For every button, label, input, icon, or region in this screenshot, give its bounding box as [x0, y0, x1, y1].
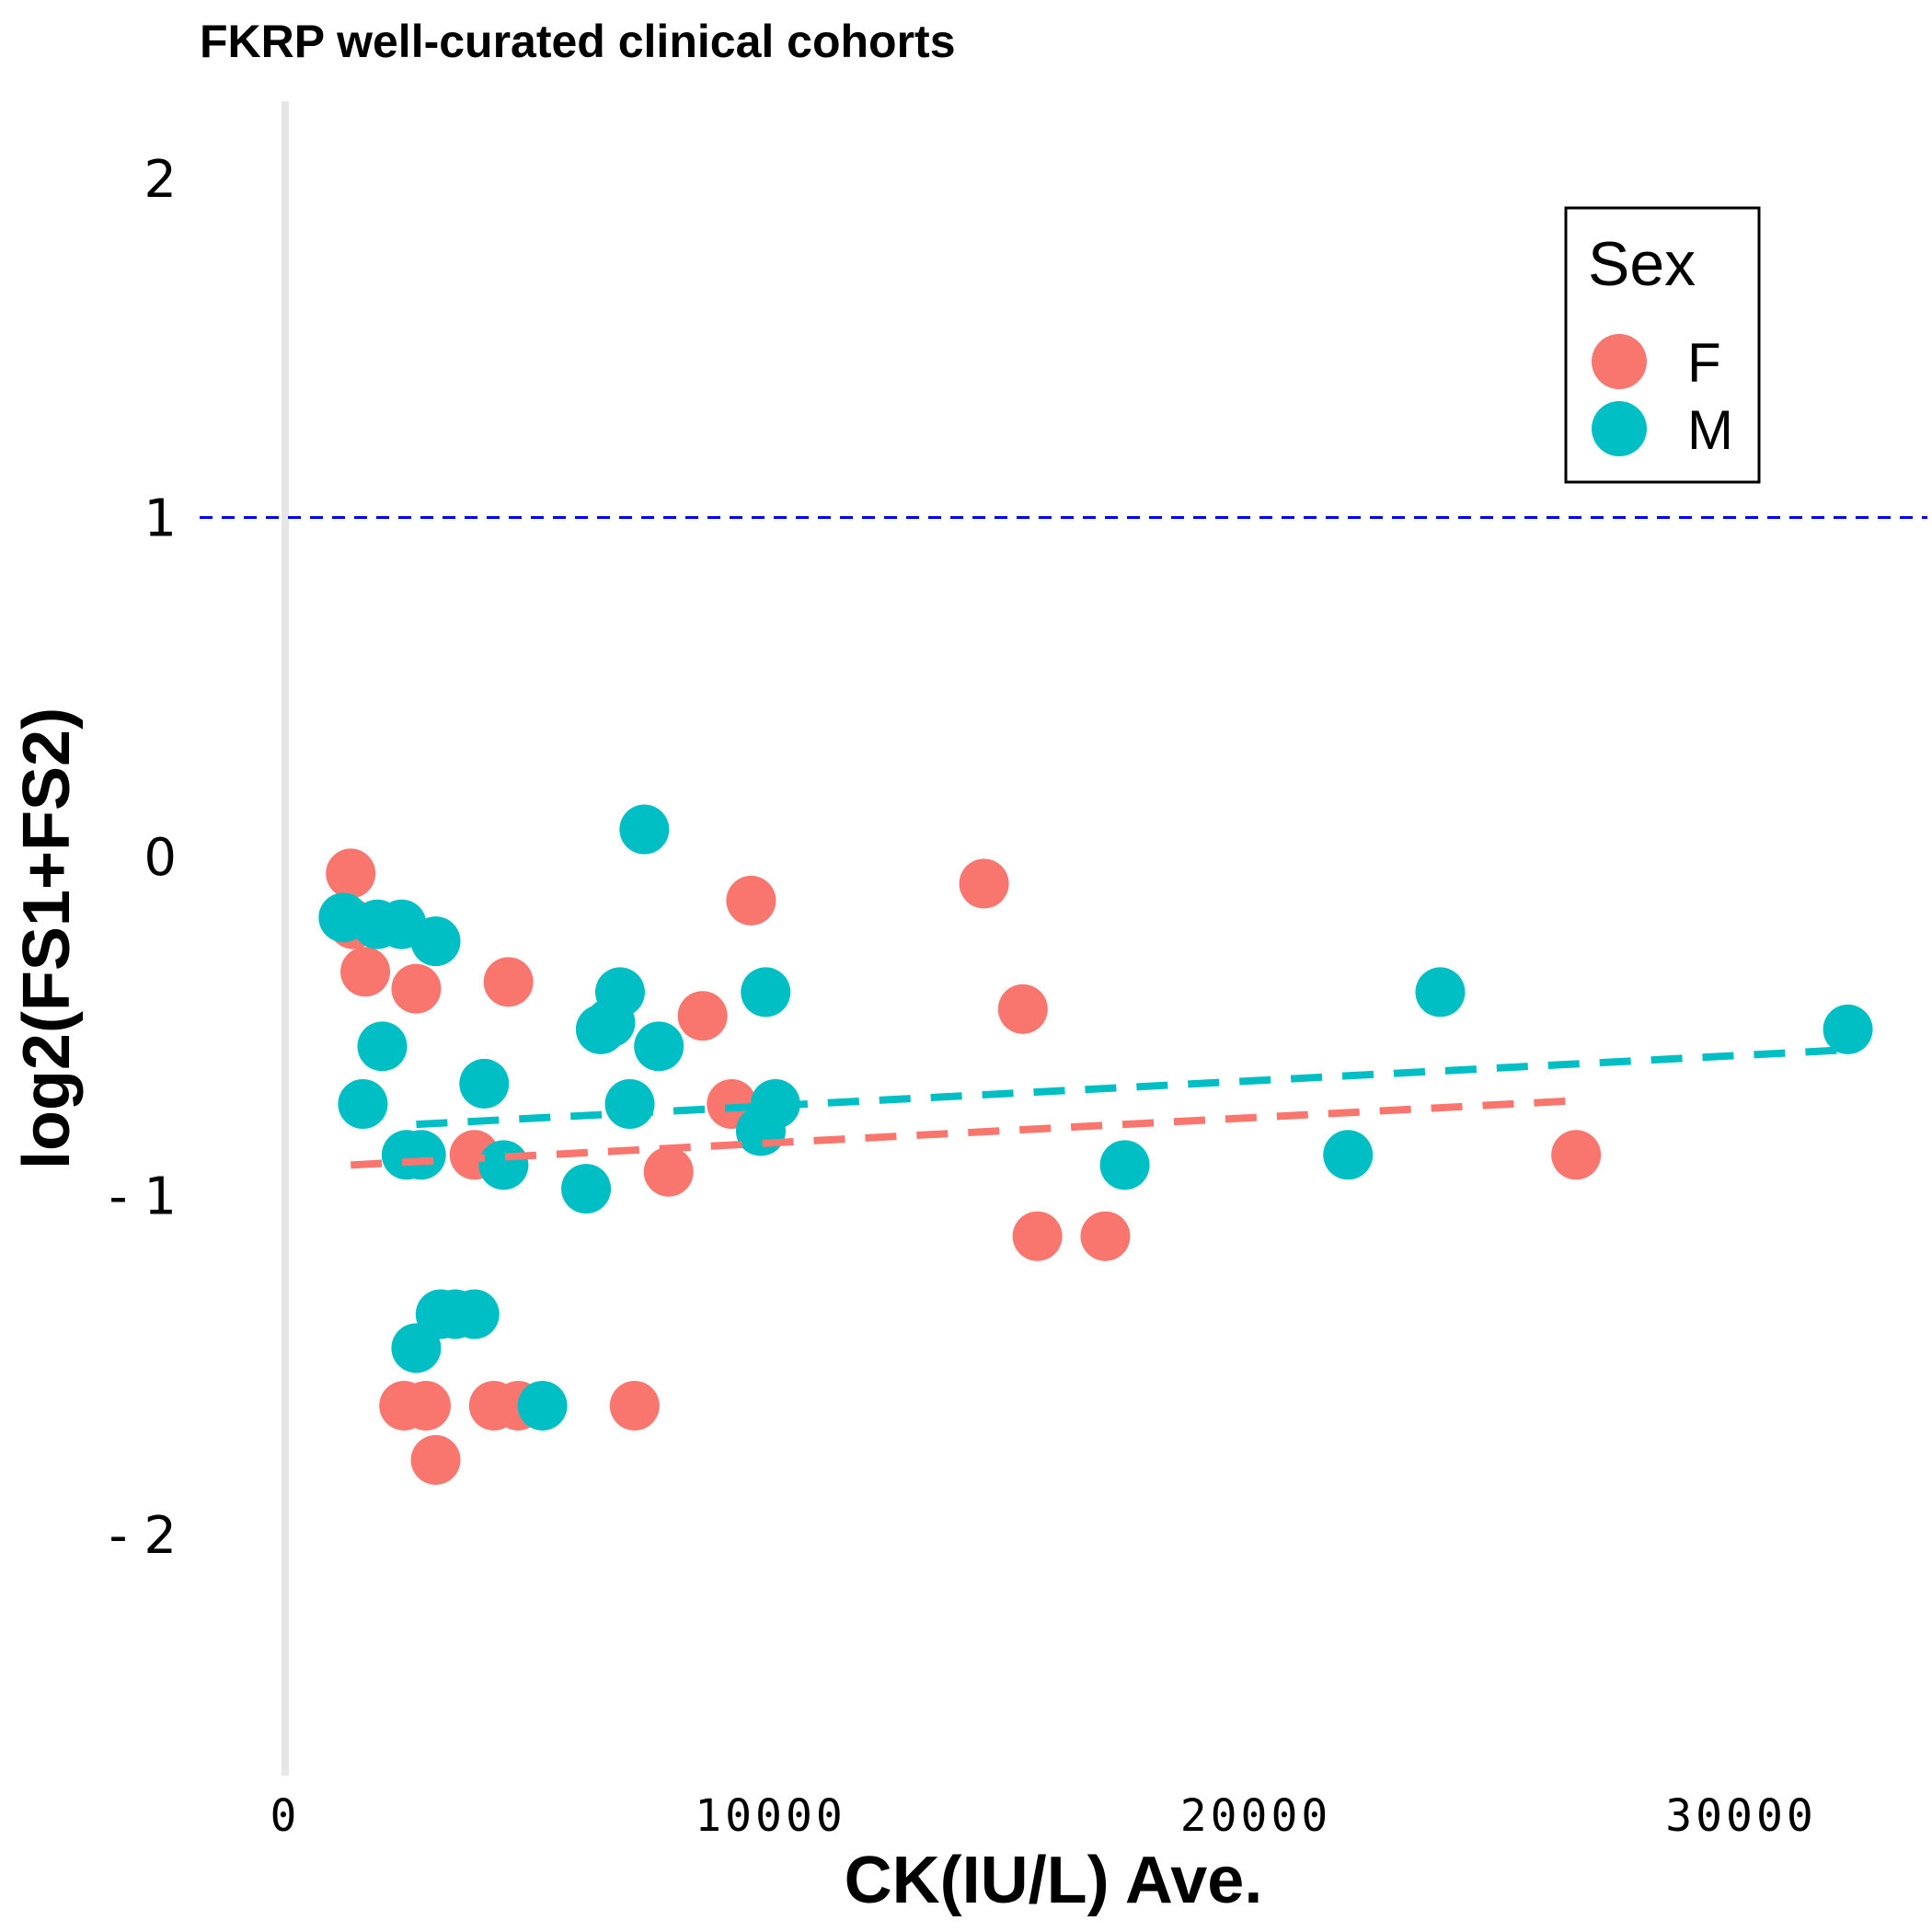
chart-title: FKRP well-curated clinical cohorts [200, 16, 956, 67]
data-point-m [396, 1130, 446, 1180]
data-point-f [609, 1380, 660, 1431]
x-tick-label: 0 [270, 1790, 301, 1842]
data-point-f [400, 1380, 451, 1431]
data-point-m [517, 1380, 568, 1431]
data-point-f [1012, 1211, 1063, 1261]
data-point-f [483, 957, 534, 1007]
data-point-m [741, 967, 791, 1018]
data-point-m [561, 1164, 612, 1214]
data-point-m [1823, 1004, 1873, 1054]
legend-key-f [1592, 334, 1647, 389]
x-tick-labels: 0 10000 20000 30000 [270, 1790, 1817, 1842]
y-tick-labels: 2 1 0 - 1 - 2 [109, 150, 177, 1566]
data-point-f [410, 1434, 461, 1485]
data-point-f [643, 1146, 694, 1197]
legend-label-m: M [1687, 399, 1733, 461]
y-tick-label: 1 [144, 489, 177, 549]
data-point-f [959, 858, 1009, 909]
x-tick-label: 20000 [1180, 1790, 1332, 1842]
y-tick-label: 2 [144, 150, 177, 210]
data-point-m [449, 1289, 500, 1340]
data-point-m [750, 1079, 800, 1130]
data-point-m [1099, 1140, 1150, 1190]
data-point-m [410, 916, 461, 967]
data-point-m [338, 1079, 388, 1130]
x-axis-title: CK(IU/L) Ave. [845, 1844, 1263, 1917]
legend: Sex F M [1564, 206, 1761, 484]
data-point-f [677, 991, 728, 1041]
data-point-m [1415, 967, 1466, 1018]
x-tick-label: 30000 [1665, 1790, 1817, 1842]
trend-line-m [416, 1046, 1848, 1129]
y-axis-title: log2(FS1+FS2) [10, 707, 84, 1169]
data-point-m [357, 1021, 408, 1072]
x-tick-label: 10000 [695, 1790, 846, 1842]
data-points [318, 804, 1873, 1485]
data-point-m [459, 1058, 510, 1109]
legend-title: Sex [1588, 229, 1696, 299]
data-point-m [478, 1140, 529, 1190]
data-point-m [604, 1079, 655, 1130]
legend-key-m [1592, 401, 1647, 456]
legend-label-f: F [1687, 332, 1721, 394]
trend-lines [351, 1046, 1848, 1169]
y-tick-label: 0 [144, 828, 177, 888]
data-point-f [726, 875, 776, 926]
trend-line-f [351, 1097, 1577, 1169]
data-point-f [340, 947, 391, 997]
y-tick-label: - 2 [109, 1506, 177, 1566]
data-point-m [634, 1021, 684, 1072]
data-point-f [391, 963, 442, 1014]
data-point-f [1080, 1211, 1131, 1261]
y-tick-label: - 1 [109, 1167, 177, 1227]
data-point-m [1323, 1130, 1374, 1180]
data-point-f [1551, 1130, 1602, 1180]
data-point-f [326, 848, 376, 899]
data-point-m [594, 967, 645, 1018]
data-point-m [619, 804, 670, 855]
data-point-f [997, 983, 1048, 1034]
